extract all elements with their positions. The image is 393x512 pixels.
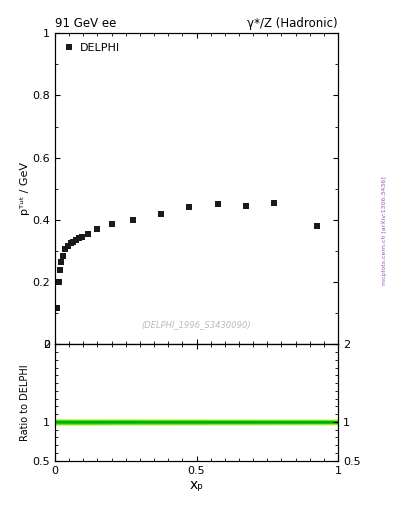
Text: (DELPHI_1996_S3430090): (DELPHI_1996_S3430090) [142, 319, 251, 329]
DELPHI [77, 236, 81, 242]
DELPHI [95, 226, 100, 232]
DELPHI [85, 231, 90, 237]
Text: γ*/Z (Hadronic): γ*/Z (Hadronic) [247, 17, 338, 30]
Legend: DELPHI: DELPHI [61, 39, 124, 58]
DELPHI [65, 243, 70, 249]
DELPHI [56, 279, 61, 285]
Line: DELPHI: DELPHI [54, 200, 320, 311]
DELPHI [272, 200, 277, 206]
DELPHI [109, 221, 114, 227]
Text: mcplots.cern.ch [arXiv:1306.3436]: mcplots.cern.ch [arXiv:1306.3436] [382, 176, 387, 285]
DELPHI [314, 223, 319, 229]
DELPHI [59, 259, 64, 265]
DELPHI [68, 240, 73, 246]
DELPHI [159, 210, 163, 217]
DELPHI [62, 246, 67, 252]
DELPHI [58, 267, 62, 273]
Text: 91 GeV ee: 91 GeV ee [55, 17, 116, 30]
DELPHI [74, 237, 79, 243]
DELPHI [61, 252, 65, 259]
Y-axis label: pᵀᵘᵗ / GeV: pᵀᵘᵗ / GeV [20, 162, 29, 215]
DELPHI [215, 201, 220, 207]
DELPHI [71, 239, 76, 245]
DELPHI [130, 217, 135, 223]
X-axis label: xₚ: xₚ [189, 478, 204, 493]
DELPHI [79, 234, 84, 240]
Y-axis label: Ratio to DELPHI: Ratio to DELPHI [20, 364, 30, 441]
DELPHI [244, 203, 248, 209]
DELPHI [187, 204, 192, 210]
DELPHI [55, 305, 59, 311]
